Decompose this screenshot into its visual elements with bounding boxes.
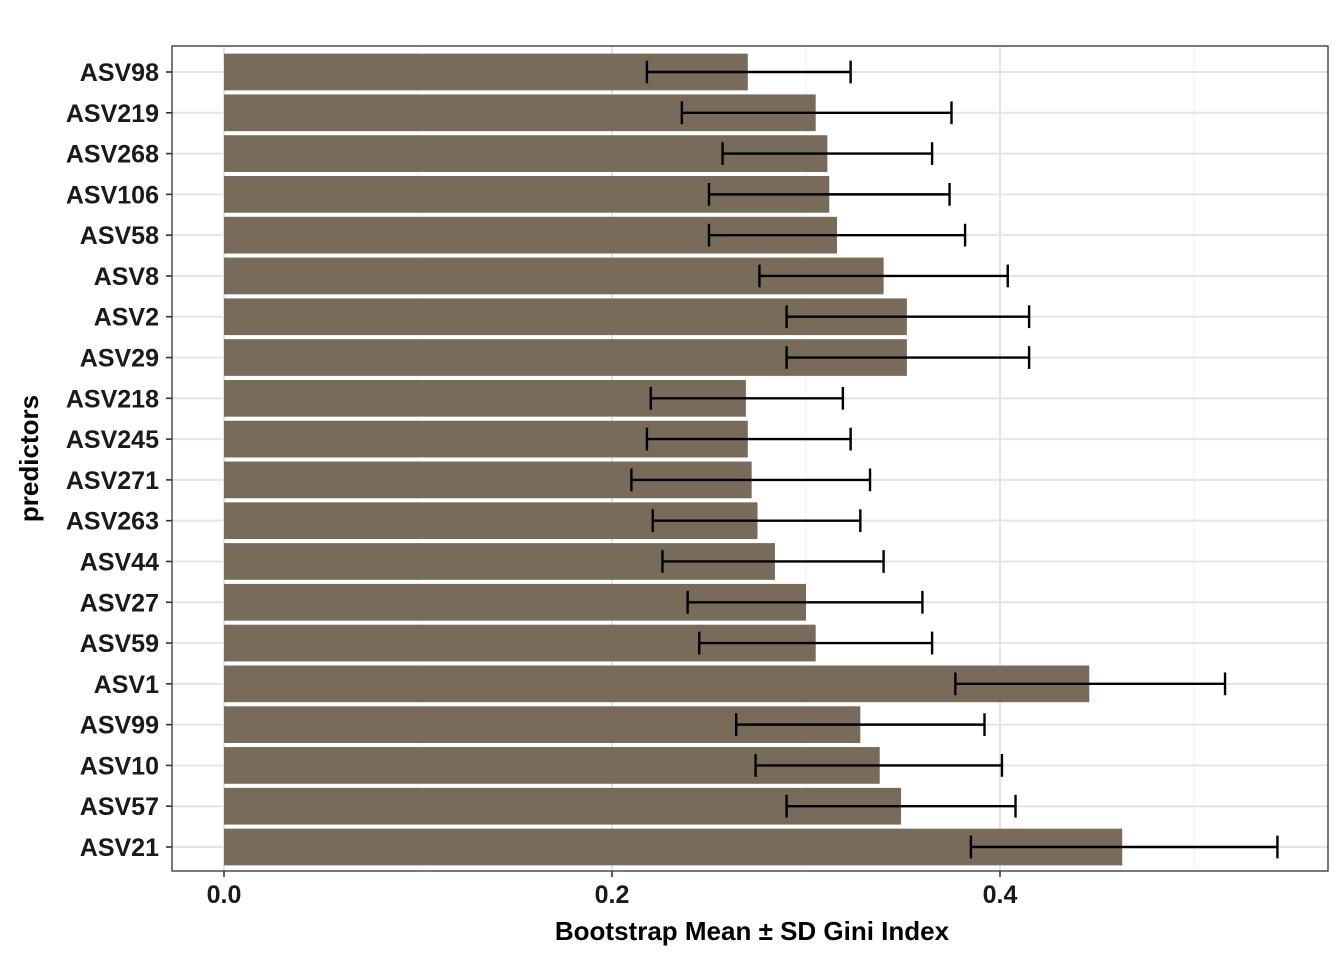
errorbar-asv44 — [661, 550, 885, 573]
errorbar-asv8 — [758, 264, 1009, 288]
y-tick-label: ASV1 — [94, 671, 159, 699]
y-tick-label: ASV10 — [80, 752, 159, 780]
bar-layer — [224, 53, 1123, 866]
y-axis-title: predictors — [14, 395, 44, 522]
errorbar-asv218 — [649, 386, 845, 410]
y-tick-label: ASV44 — [80, 548, 159, 576]
errorbar-asv271 — [630, 468, 872, 492]
errorbar-asv57 — [785, 794, 1017, 818]
y-tick-label: ASV2 — [94, 304, 159, 332]
y-tick-label: ASV58 — [80, 222, 159, 250]
y-tick-label: ASV57 — [80, 793, 159, 821]
errorbar-asv263 — [651, 509, 862, 533]
y-tick-label: ASV263 — [66, 508, 159, 536]
y-tick-label: ASV271 — [66, 467, 159, 495]
x-tick-label: 0.2 — [595, 881, 630, 909]
errorbar-asv245 — [645, 427, 852, 451]
x-axis: 0.0 0.2 0.4 — [207, 871, 1018, 909]
errorbar-asv10 — [754, 754, 1004, 777]
errorbar-asv29 — [785, 346, 1031, 369]
errorbar-asv1 — [954, 672, 1227, 696]
y-tick-label: ASV8 — [94, 263, 159, 291]
errorbar-asv268 — [721, 142, 934, 165]
x-tick-label: 0.0 — [207, 881, 242, 909]
errorbar-asv106 — [707, 182, 951, 206]
errorbar-asv219 — [680, 101, 953, 125]
y-tick-label: ASV245 — [66, 426, 159, 454]
x-axis-title: Bootstrap Mean ± SD Gini Index — [555, 916, 950, 946]
errorbar-layer — [630, 60, 1279, 859]
errorbar-asv27 — [686, 590, 924, 614]
y-tick-label: ASV59 — [80, 630, 159, 658]
errorbar-asv59 — [698, 631, 934, 655]
y-axis: ASV98 ASV219 ASV268 ASV106 ASV58 ASV8 ASV2 ASV2… — [66, 59, 172, 862]
y-tick-label: ASV219 — [66, 100, 159, 128]
y-tick-label: ASV268 — [66, 141, 159, 169]
y-tick-label: ASV29 — [80, 345, 159, 373]
panel-border — [171, 45, 1329, 872]
bar-asv1 — [224, 665, 1090, 703]
y-tick-label: ASV218 — [66, 385, 159, 413]
y-tick-label: ASV99 — [80, 712, 159, 740]
errorbar-asv99 — [734, 713, 986, 737]
errorbar-asv2 — [785, 305, 1031, 329]
y-tick-label: ASV106 — [66, 181, 159, 209]
y-tick-label: ASV98 — [80, 59, 159, 87]
y-tick-label: ASV21 — [80, 834, 159, 862]
y-tick-label: ASV27 — [80, 589, 159, 617]
errorbar-asv58 — [707, 223, 967, 247]
errorbar-asv98 — [645, 60, 852, 84]
x-tick-label: 0.4 — [983, 881, 1018, 909]
errorbar-asv21 — [969, 835, 1279, 859]
